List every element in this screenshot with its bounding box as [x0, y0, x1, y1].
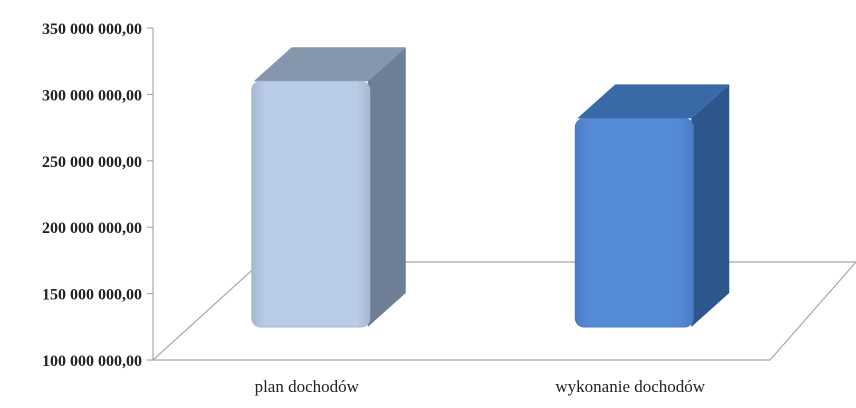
bar — [251, 80, 371, 328]
x-category-label: wykonanie dochodów — [555, 377, 705, 396]
bar — [574, 117, 694, 328]
y-tick-label: 100 000 000,00 — [42, 353, 142, 370]
x-axis: plan dochodów wykonanie dochodów — [255, 377, 706, 396]
bars — [251, 47, 730, 328]
bar-side-face — [691, 84, 730, 327]
y-tick-label: 250 000 000,00 — [42, 154, 142, 171]
bar-top-face — [577, 84, 730, 119]
floor-outline — [151, 261, 856, 361]
y-tick-label: 300 000 000,00 — [42, 87, 142, 104]
x-category-label: plan dochodów — [255, 377, 360, 396]
y-tick-label: 200 000 000,00 — [42, 220, 142, 237]
y-axis: 100 000 000,00 150 000 000,00 200 000 000,… — [42, 21, 154, 370]
chart-floor — [151, 261, 856, 361]
y-tick-label: 350 000 000,00 — [42, 21, 142, 38]
bar-top-face — [253, 47, 406, 82]
bar-side-face — [367, 47, 406, 327]
y-tick-label: 150 000 000,00 — [42, 287, 142, 304]
